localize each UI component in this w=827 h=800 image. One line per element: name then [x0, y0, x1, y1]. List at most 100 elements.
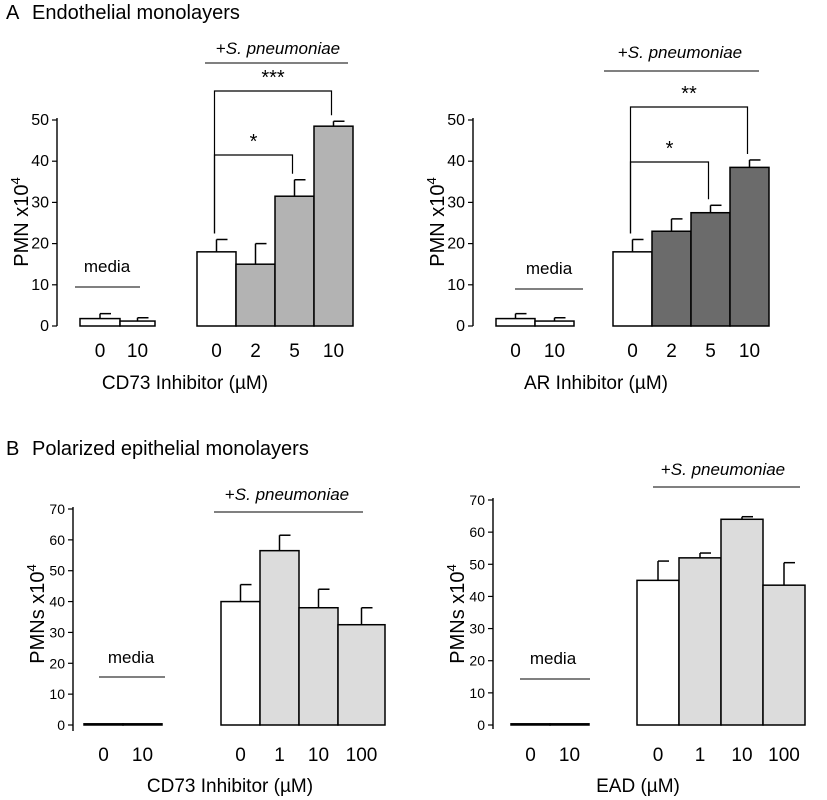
y-tick-label: 40	[49, 594, 65, 610]
x-tick-label: 100	[346, 745, 378, 766]
x-tick-label: 0	[525, 745, 536, 766]
bar	[549, 723, 590, 726]
x-tick-label: 0	[510, 341, 521, 362]
bar	[313, 125, 354, 327]
bar	[235, 263, 276, 327]
bar	[298, 606, 339, 726]
y-tick-label: 20	[469, 653, 485, 669]
x-tick-label: 5	[705, 341, 716, 362]
bar	[274, 195, 315, 327]
significance-label: **	[681, 83, 697, 105]
y-tick-label: 60	[49, 532, 65, 548]
y-tick-label: 20	[447, 236, 465, 253]
x-tick-label: 0	[95, 341, 106, 362]
bar	[636, 579, 680, 726]
significance-bracket	[213, 90, 333, 234]
x-tick-label: 10	[127, 341, 148, 362]
y-tick-label: 40	[447, 153, 465, 170]
x-tick-label: 0	[627, 341, 638, 362]
bar	[690, 211, 731, 327]
x-tick-label: 0	[653, 745, 664, 766]
y-axis-label: PMN x104	[424, 177, 449, 266]
significance-label: *	[666, 138, 674, 160]
group-label-media: media	[530, 649, 577, 668]
bar	[729, 166, 770, 327]
y-tick-label: 30	[447, 194, 465, 211]
x-tick-label: 0	[235, 745, 246, 766]
group-label-treated: +S. pneumoniae	[618, 43, 742, 62]
bar	[220, 600, 261, 726]
bar	[510, 723, 551, 726]
x-tick-label: 10	[544, 341, 565, 362]
y-tick-label: 60	[469, 524, 485, 540]
significance-label: *	[250, 131, 258, 153]
group-label-treated: +S. pneumoniae	[216, 39, 340, 58]
y-tick-label: 50	[469, 556, 485, 572]
panel-b-title: Polarized epithelial monolayers	[32, 438, 309, 460]
significance-bracket	[629, 106, 749, 234]
bar	[762, 584, 806, 726]
panel-b-label: B	[6, 438, 19, 460]
y-tick-label: 20	[49, 655, 65, 671]
bar	[534, 320, 575, 327]
y-tick-label: 0	[57, 717, 65, 733]
y-tick-label: 40	[31, 153, 49, 170]
bar	[79, 317, 121, 327]
bar	[651, 230, 692, 327]
x-tick-label: 2	[250, 341, 261, 362]
bar	[612, 251, 653, 327]
x-tick-label: 10	[308, 745, 329, 766]
y-axis-label: PMN x104	[8, 177, 33, 266]
y-tick-label: 30	[31, 194, 49, 211]
y-tick-label: 50	[49, 563, 65, 579]
y-tick-label: 0	[477, 717, 485, 733]
x-tick-label: 0	[98, 745, 109, 766]
y-tick-label: 0	[40, 318, 49, 335]
panel-a-label: A	[6, 2, 20, 24]
y-tick-label: 30	[49, 624, 65, 640]
bar	[196, 251, 237, 327]
y-tick-label: 10	[49, 686, 65, 702]
panel-a-title: Endothelial monolayers	[32, 2, 240, 24]
x-axis-label: AR Inhibitor (µM)	[524, 373, 668, 394]
x-axis-label: CD73 Inhibitor (µM)	[147, 776, 313, 797]
y-axis-label: PMNs x104	[444, 564, 469, 663]
y-tick-label: 30	[469, 621, 485, 637]
x-tick-label: 10	[323, 341, 344, 362]
x-tick-label: 10	[559, 745, 580, 766]
x-tick-label: 1	[274, 745, 285, 766]
x-tick-label: 100	[768, 745, 800, 766]
y-tick-label: 70	[469, 492, 485, 508]
chart-cd73-endothelial: 0 10 20 30 40 50 0 10 0 2 5 10 PMN x104 CD73 Inhibito…	[8, 39, 354, 394]
chart-ar-endothelial: 0 10 20 30 40 50 0 10 0 2 5 10 PMN x104 AR Inhibitor …	[424, 43, 770, 394]
bar	[678, 557, 722, 726]
x-tick-label: 10	[132, 745, 153, 766]
y-tick-label: 0	[456, 318, 465, 335]
bar	[495, 317, 536, 327]
group-label-treated: +S. pneumoniae	[225, 485, 349, 504]
y-tick-label: 10	[469, 685, 485, 701]
x-tick-label: 1	[695, 745, 706, 766]
bar	[119, 320, 156, 327]
bar	[720, 518, 764, 726]
x-axis-label: EAD (µM)	[596, 776, 680, 797]
group-label-treated: +S. pneumoniae	[661, 460, 785, 479]
x-tick-label: 0	[211, 341, 222, 362]
significance-label: ***	[261, 67, 285, 89]
x-tick-label: 2	[666, 341, 677, 362]
x-axis-label: CD73 Inhibitor (µM)	[102, 373, 268, 394]
group-label-media: media	[526, 259, 573, 278]
y-tick-label: 40	[469, 588, 485, 604]
bar	[337, 623, 386, 726]
y-tick-label: 50	[447, 112, 465, 129]
x-tick-label: 5	[289, 341, 300, 362]
group-label-media: media	[108, 648, 155, 667]
y-tick-label: 70	[49, 501, 65, 517]
y-tick-label: 10	[447, 277, 465, 294]
y-axis-label: PMNs x104	[24, 564, 49, 663]
bar	[122, 723, 163, 726]
y-tick-label: 50	[31, 112, 49, 129]
